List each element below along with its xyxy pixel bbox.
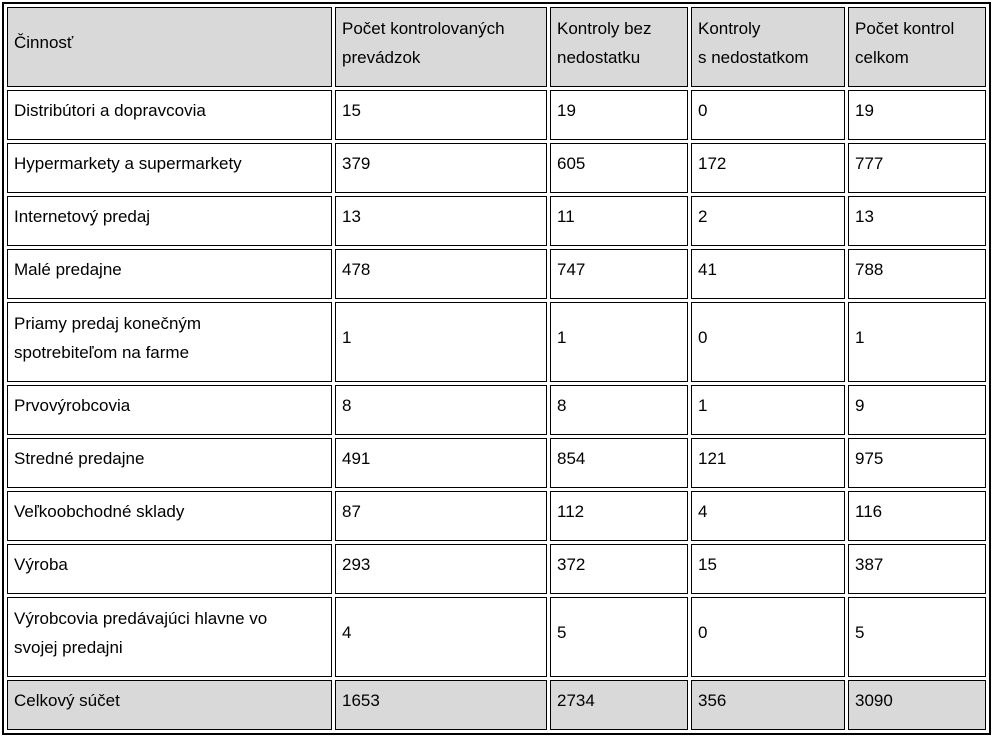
row-label: Distribútori a dopravcovia xyxy=(7,90,332,140)
value-cell: 15 xyxy=(335,90,547,140)
total-row-label: Celkový súčet xyxy=(7,680,332,730)
value-cell: 13 xyxy=(335,196,547,246)
value-cell-total: 19 xyxy=(848,90,986,140)
value-cell: 172 xyxy=(691,143,845,193)
value-cell-total: 116 xyxy=(848,491,986,541)
value-cell: 372 xyxy=(550,544,688,594)
table-header-row: Činnosť Počet kontrolovaných prevádzok K… xyxy=(7,7,986,87)
value-cell: 8 xyxy=(550,385,688,435)
table-row: Hypermarkety a supermarkety 379 605 172 … xyxy=(7,143,986,193)
value-cell: 4 xyxy=(335,597,547,677)
value-cell: 0 xyxy=(691,597,845,677)
value-cell-total: 5 xyxy=(848,597,986,677)
row-label: Stredné predajne xyxy=(7,438,332,488)
row-label: Veľkoobchodné sklady xyxy=(7,491,332,541)
row-label: Internetový predaj xyxy=(7,196,332,246)
value-cell-total: 9 xyxy=(848,385,986,435)
value-cell: 0 xyxy=(691,302,845,382)
table-row: Výrobcovia predávajúci hlavne vo svojej … xyxy=(7,597,986,677)
header-cell-inspections-total: Počet kontrol celkom xyxy=(848,7,986,87)
header-cell-inspections-with-deficiency: Kontroly s nedostatkom xyxy=(691,7,845,87)
row-label: Priamy predaj konečným spotrebiteľom na … xyxy=(7,302,332,382)
value-cell-total: 788 xyxy=(848,249,986,299)
row-label: Prvovýrobcovia xyxy=(7,385,332,435)
value-cell: 1 xyxy=(550,302,688,382)
table-row: Stredné predajne 491 854 121 975 xyxy=(7,438,986,488)
table-row: Malé predajne 478 747 41 788 xyxy=(7,249,986,299)
row-label: Výroba xyxy=(7,544,332,594)
table-row: Priamy predaj konečným spotrebiteľom na … xyxy=(7,302,986,382)
value-cell-total: 387 xyxy=(848,544,986,594)
value-cell: 5 xyxy=(550,597,688,677)
value-cell: 121 xyxy=(691,438,845,488)
value-cell: 19 xyxy=(550,90,688,140)
value-cell: 747 xyxy=(550,249,688,299)
total-value-cell: 3090 xyxy=(848,680,986,730)
value-cell: 8 xyxy=(335,385,547,435)
value-cell-total: 975 xyxy=(848,438,986,488)
value-cell-total: 13 xyxy=(848,196,986,246)
header-cell-activity: Činnosť xyxy=(7,7,332,87)
table-row: Distribútori a dopravcovia 15 19 0 19 xyxy=(7,90,986,140)
value-cell: 491 xyxy=(335,438,547,488)
table-row: Výroba 293 372 15 387 xyxy=(7,544,986,594)
header-cell-inspections-without-deficiency: Kontroly bez nedostatku xyxy=(550,7,688,87)
total-value-cell: 2734 xyxy=(550,680,688,730)
value-cell: 112 xyxy=(550,491,688,541)
value-cell: 15 xyxy=(691,544,845,594)
value-cell: 605 xyxy=(550,143,688,193)
value-cell: 293 xyxy=(335,544,547,594)
value-cell: 41 xyxy=(691,249,845,299)
value-cell: 478 xyxy=(335,249,547,299)
table-row: Veľkoobchodné sklady 87 112 4 116 xyxy=(7,491,986,541)
total-value-cell: 356 xyxy=(691,680,845,730)
row-label: Hypermarkety a supermarkety xyxy=(7,143,332,193)
value-cell: 379 xyxy=(335,143,547,193)
value-cell-total: 1 xyxy=(848,302,986,382)
row-label: Výrobcovia predávajúci hlavne vo svojej … xyxy=(7,597,332,677)
value-cell: 87 xyxy=(335,491,547,541)
row-label: Malé predajne xyxy=(7,249,332,299)
table-row: Prvovýrobcovia 8 8 1 9 xyxy=(7,385,986,435)
value-cell: 2 xyxy=(691,196,845,246)
value-cell: 11 xyxy=(550,196,688,246)
header-cell-controlled-establishments: Počet kontrolovaných prevádzok xyxy=(335,7,547,87)
value-cell-total: 777 xyxy=(848,143,986,193)
value-cell: 4 xyxy=(691,491,845,541)
value-cell: 1 xyxy=(335,302,547,382)
value-cell: 1 xyxy=(691,385,845,435)
value-cell: 854 xyxy=(550,438,688,488)
table-row: Internetový predaj 13 11 2 13 xyxy=(7,196,986,246)
table-total-row: Celkový súčet 1653 2734 356 3090 xyxy=(7,680,986,730)
total-value-cell: 1653 xyxy=(335,680,547,730)
value-cell: 0 xyxy=(691,90,845,140)
